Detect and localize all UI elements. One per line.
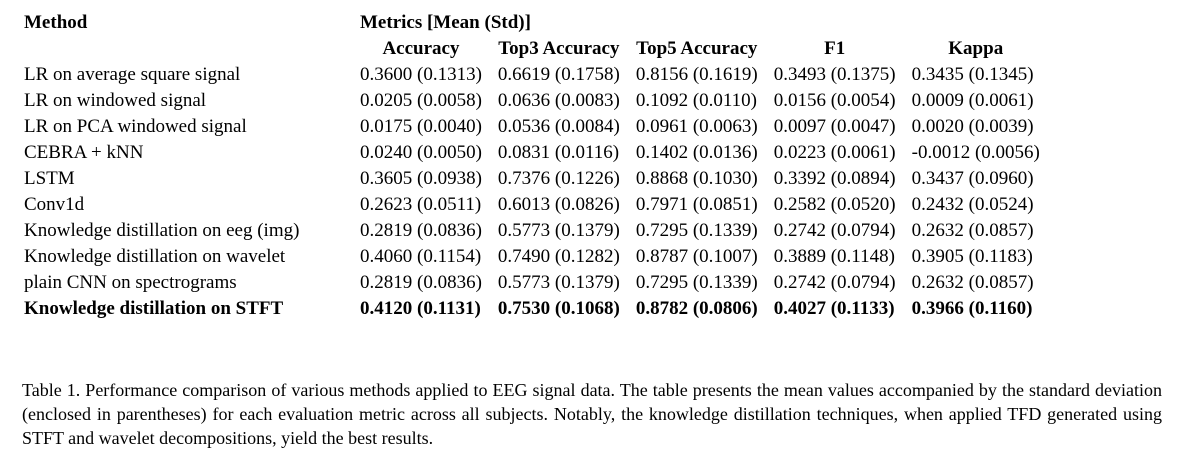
table-row: LR on PCA windowed signal 0.0175 (0.0040)… — [16, 114, 1048, 140]
method-name-cell: Knowledge distillation on STFT — [24, 298, 284, 319]
method-name-cell: Knowledge distillation on eeg (img) — [24, 220, 300, 241]
metric-value-cell: 0.2632 (0.0857) — [911, 272, 1034, 293]
metric-value-cell: 0.3392 (0.0894) — [773, 168, 896, 189]
metric-value-cell: 0.4120 (0.1131) — [360, 298, 481, 319]
metric-value-cell: 0.0156 (0.0054) — [773, 90, 896, 111]
metric-column-header: Top3 Accuracy — [498, 38, 620, 59]
table-row: Knowledge distillation on wavelet 0.4060 … — [16, 244, 1048, 270]
metric-value-cell: 0.0097 (0.0047) — [773, 116, 896, 137]
metric-column-header: Kappa — [948, 38, 1004, 59]
metrics-group-header: Metrics [Mean (Std)] — [360, 12, 531, 33]
metric-value-cell: 0.2819 (0.0836) — [360, 272, 482, 293]
metric-value-cell: 0.3600 (0.1313) — [360, 64, 482, 85]
metric-value-cell: 0.8156 (0.1619) — [635, 64, 758, 85]
metric-value-cell: 0.8787 (0.1007) — [635, 246, 758, 267]
results-table: Method Metrics [Mean (Std)] Accuracy Top… — [16, 10, 1048, 322]
method-name-cell: LR on PCA windowed signal — [24, 116, 247, 137]
metric-value-cell: 0.2742 (0.0794) — [773, 220, 896, 241]
metric-column-header: Accuracy — [382, 38, 460, 59]
table-row: CEBRA + kNN 0.0240 (0.0050) 0.0831 (0.0116… — [16, 140, 1048, 166]
metric-value-cell: 0.0009 (0.0061) — [911, 90, 1034, 111]
metric-column-header: Top5 Accuracy — [636, 38, 758, 59]
table-row: LR on average square signal 0.3600 (0.131… — [16, 62, 1048, 88]
table-body: LR on average square signal 0.3600 (0.131… — [16, 62, 1048, 322]
page: Method Metrics [Mean (Std)] Accuracy Top… — [16, 10, 1162, 448]
method-name-cell: CEBRA + kNN — [24, 142, 144, 163]
metric-value-cell: 0.7490 (0.1282) — [497, 246, 620, 267]
table-row: LSTM 0.3605 (0.0938) 0.7376 (0.1226) 0.8868… — [16, 166, 1048, 192]
metric-value-cell: 0.7530 (0.1068) — [497, 298, 620, 319]
metric-value-cell: 0.1092 (0.0110) — [635, 90, 758, 111]
metric-value-cell: 0.5773 (0.1379) — [497, 272, 620, 293]
metric-column-header: F1 — [824, 38, 846, 59]
table-row: plain CNN on spectrograms 0.2819 (0.0836)… — [16, 270, 1048, 296]
metric-value-cell: 0.2742 (0.0794) — [773, 272, 896, 293]
method-name-cell: Knowledge distillation on wavelet — [24, 246, 286, 267]
metric-value-cell: 0.6619 (0.1758) — [497, 64, 620, 85]
method-name-cell: LR on average square signal — [24, 64, 241, 85]
metric-value-cell: 0.0636 (0.0083) — [497, 90, 620, 111]
table-row: Knowledge distillation on STFT 0.4120 (0.… — [16, 296, 1048, 322]
metric-value-cell: 0.8782 (0.0806) — [635, 298, 758, 319]
metric-value-cell: 0.0831 (0.0116) — [497, 142, 620, 163]
metric-value-cell: 0.3605 (0.0938) — [360, 168, 482, 189]
metric-value-cell: 0.3905 (0.1183) — [911, 246, 1033, 267]
metric-value-cell: 0.6013 (0.0826) — [497, 194, 620, 215]
method-name-cell: plain CNN on spectrograms — [24, 272, 237, 293]
metric-value-cell: 0.4060 (0.1154) — [360, 246, 482, 267]
metric-value-cell: 0.3437 (0.0960) — [911, 168, 1034, 189]
metric-value-cell: 0.7295 (0.1339) — [635, 220, 758, 241]
table-row: Knowledge distillation on eeg (img) 0.281… — [16, 218, 1048, 244]
metric-value-cell: 0.3435 (0.1345) — [911, 64, 1034, 85]
metric-value-cell: 0.3966 (0.1160) — [911, 298, 1033, 319]
table-header-row: Method Metrics [Mean (Std)] — [16, 10, 1048, 36]
metric-value-cell: 0.3493 (0.1375) — [773, 64, 896, 85]
metric-value-cell: 0.2582 (0.0520) — [773, 194, 896, 215]
metric-value-cell: 0.0961 (0.0063) — [635, 116, 758, 137]
metric-value-cell: 0.2432 (0.0524) — [911, 194, 1034, 215]
metric-value-cell: 0.0223 (0.0061) — [773, 142, 896, 163]
metric-value-cell: 0.3889 (0.1148) — [773, 246, 895, 267]
metric-value-cell: 0.0020 (0.0039) — [911, 116, 1034, 137]
metric-value-cell: 0.0175 (0.0040) — [360, 116, 482, 137]
metric-value-cell: -0.0012 (0.0056) — [911, 142, 1040, 163]
metric-value-cell: 0.7376 (0.1226) — [497, 168, 620, 189]
metric-value-cell: 0.2632 (0.0857) — [911, 220, 1034, 241]
method-name-cell: LR on windowed signal — [24, 90, 207, 111]
metric-value-cell: 0.4027 (0.1133) — [773, 298, 895, 319]
table-row: LR on windowed signal 0.0205 (0.0058) 0.06… — [16, 88, 1048, 114]
metric-value-cell: 0.0536 (0.0084) — [497, 116, 620, 137]
metric-value-cell: 0.5773 (0.1379) — [497, 220, 620, 241]
metric-value-cell: 0.0240 (0.0050) — [360, 142, 482, 163]
metric-value-cell: 0.0205 (0.0058) — [360, 90, 482, 111]
table-caption: Table 1. Performance comparison of vario… — [22, 380, 1162, 448]
metric-value-cell: 0.1402 (0.0136) — [635, 142, 758, 163]
metric-value-cell: 0.2819 (0.0836) — [360, 220, 482, 241]
metric-columns-row: Accuracy Top3 Accuracy Top5 Accuracy F1 … — [16, 36, 1048, 62]
metric-value-cell: 0.8868 (0.1030) — [635, 168, 758, 189]
metric-value-cell: 0.2623 (0.0511) — [360, 194, 482, 215]
metric-value-cell: 0.7295 (0.1339) — [635, 272, 758, 293]
method-name-cell: Conv1d — [24, 194, 85, 215]
table-row: Conv1d 0.2623 (0.0511) 0.6013 (0.0826) 0.79… — [16, 192, 1048, 218]
metric-value-cell: 0.7971 (0.0851) — [635, 194, 758, 215]
method-column-header: Method — [24, 12, 88, 33]
method-name-cell: LSTM — [24, 168, 75, 189]
